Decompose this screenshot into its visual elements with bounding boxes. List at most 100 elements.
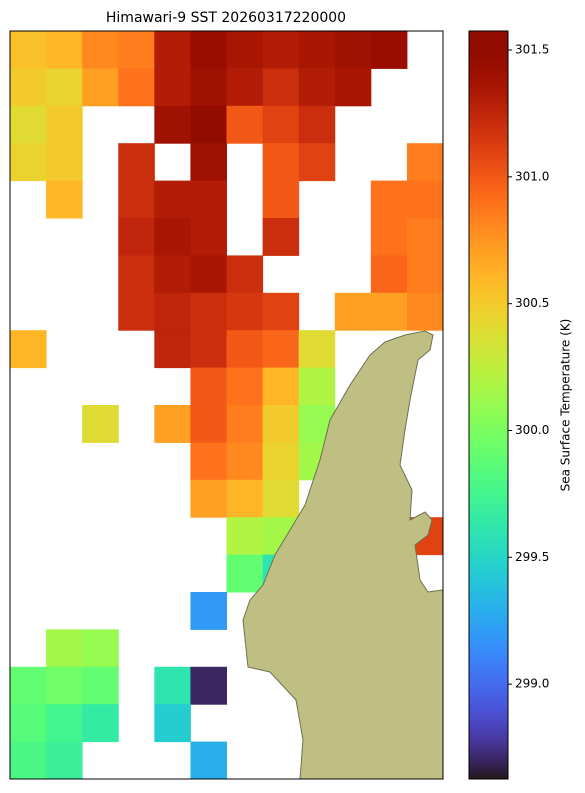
sst-cell bbox=[190, 255, 227, 294]
sst-cell bbox=[10, 105, 47, 144]
sst-cell bbox=[226, 292, 264, 331]
sst-cell bbox=[226, 367, 264, 406]
sst-cell bbox=[190, 180, 227, 219]
sst-cell bbox=[118, 143, 155, 182]
sst-cell bbox=[298, 330, 336, 369]
sst-cell bbox=[190, 330, 227, 369]
sst-cell bbox=[262, 68, 300, 107]
sst-cell bbox=[154, 105, 191, 144]
sst-cell bbox=[190, 592, 227, 630]
sst-cell bbox=[46, 741, 83, 780]
sst-cell bbox=[82, 629, 119, 668]
sst-cell bbox=[10, 31, 47, 69]
sst-cell bbox=[334, 31, 372, 69]
sst-cell bbox=[262, 442, 300, 481]
sst-cell bbox=[298, 31, 336, 69]
sst-cell bbox=[46, 704, 83, 743]
sst-cell bbox=[226, 517, 264, 556]
sst-cell bbox=[190, 367, 227, 406]
sst-cell bbox=[406, 180, 444, 219]
sst-cell bbox=[154, 666, 191, 705]
sst-cell bbox=[406, 255, 444, 294]
sst-cell bbox=[226, 330, 264, 369]
sst-cell bbox=[154, 218, 191, 256]
sst-cell bbox=[262, 105, 300, 144]
sst-cell bbox=[262, 367, 300, 406]
sst-cell bbox=[190, 218, 227, 256]
sst-cell bbox=[262, 405, 300, 443]
sst-cell bbox=[82, 704, 119, 743]
colorbar-tick-label: 301.5 bbox=[515, 43, 549, 57]
sst-cell bbox=[118, 68, 155, 107]
sst-cell bbox=[226, 105, 264, 144]
sst-cell bbox=[10, 68, 47, 107]
sst-cell bbox=[298, 105, 336, 144]
sst-cell bbox=[154, 292, 191, 331]
sst-cell bbox=[46, 68, 83, 107]
colorbar-tick-label: 299.5 bbox=[515, 550, 549, 564]
sst-cell bbox=[226, 31, 264, 69]
sst-cell bbox=[118, 292, 155, 331]
sst-cell bbox=[190, 479, 227, 518]
sst-cell bbox=[190, 143, 227, 182]
colorbar-tick-label: 300.5 bbox=[515, 296, 549, 310]
sst-cell bbox=[46, 666, 83, 705]
sst-cell bbox=[154, 330, 191, 369]
sst-cell bbox=[46, 629, 83, 668]
sst-cell bbox=[46, 31, 83, 69]
sst-cell bbox=[298, 143, 336, 182]
sst-cell bbox=[46, 180, 83, 219]
sst-cell bbox=[226, 442, 264, 481]
sst-cell bbox=[370, 180, 408, 219]
sst-cell bbox=[190, 68, 227, 107]
sst-cell bbox=[154, 405, 191, 443]
sst-cell bbox=[406, 143, 444, 182]
sst-cell bbox=[190, 741, 227, 780]
sst-cell bbox=[262, 218, 300, 256]
sst-cell bbox=[10, 666, 47, 705]
sst-cell bbox=[154, 255, 191, 294]
sst-cell bbox=[226, 68, 264, 107]
sst-cell bbox=[370, 218, 408, 256]
sst-cell bbox=[10, 704, 47, 743]
sst-cell bbox=[46, 105, 83, 144]
sst-cell bbox=[334, 292, 372, 331]
sst-cell bbox=[118, 218, 155, 256]
sst-cell bbox=[226, 554, 264, 593]
sst-cell bbox=[190, 442, 227, 481]
sst-cell bbox=[370, 292, 408, 331]
sst-cell bbox=[226, 479, 264, 518]
sst-cell bbox=[10, 741, 47, 780]
sst-cell bbox=[226, 405, 264, 443]
map-frame bbox=[9, 30, 444, 780]
sst-cell bbox=[154, 31, 191, 69]
colorbar-tick-label: 301.0 bbox=[515, 169, 549, 183]
sst-cell bbox=[10, 143, 47, 182]
land bbox=[242, 330, 444, 780]
sst-cell bbox=[226, 255, 264, 294]
sst-cell bbox=[154, 68, 191, 107]
sst-cell bbox=[10, 330, 47, 369]
sst-cell bbox=[118, 31, 155, 69]
sst-cell bbox=[82, 31, 119, 69]
sst-cell bbox=[406, 292, 444, 331]
sst-cell bbox=[370, 31, 408, 69]
sst-cell bbox=[154, 180, 191, 219]
sst-cell bbox=[262, 292, 300, 331]
sst-cell bbox=[190, 31, 227, 69]
colorbar-tick-label: 299.0 bbox=[515, 677, 549, 691]
sst-cell bbox=[190, 666, 227, 705]
sst-cell bbox=[82, 405, 119, 443]
sst-cell bbox=[334, 68, 372, 107]
colorbar-tick-label: 300.0 bbox=[515, 423, 549, 437]
chart-title: Himawari-9 SST 20260317220000 bbox=[106, 10, 346, 26]
sst-cell bbox=[118, 180, 155, 219]
sst-cell bbox=[190, 405, 227, 443]
sst-cell bbox=[406, 218, 444, 256]
sst-cell bbox=[298, 68, 336, 107]
sst-cell bbox=[82, 666, 119, 705]
sst-cell bbox=[262, 479, 300, 518]
colorbar-label: Sea Surface Temperature (K) bbox=[559, 319, 573, 492]
sst-cell bbox=[262, 31, 300, 69]
